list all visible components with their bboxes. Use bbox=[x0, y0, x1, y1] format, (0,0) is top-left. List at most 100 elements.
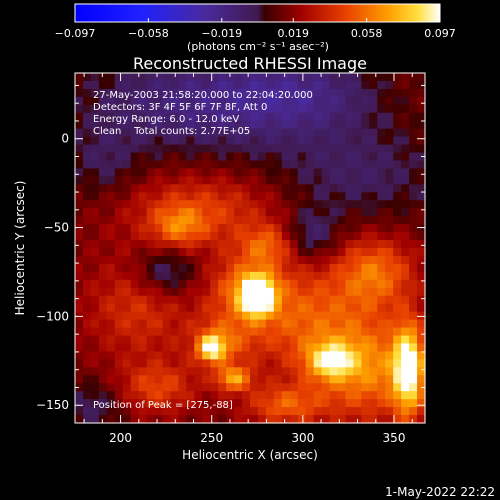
heatmap-pixel bbox=[122, 144, 132, 154]
heatmap-pixel bbox=[202, 263, 211, 273]
heatmap-pixel bbox=[82, 295, 92, 305]
heatmap-pixel bbox=[289, 160, 299, 170]
heatmap-pixel bbox=[297, 136, 307, 146]
heatmap-pixel bbox=[345, 367, 354, 376]
heatmap-pixel bbox=[75, 375, 84, 384]
heatmap-pixel bbox=[393, 176, 402, 185]
heatmap-pixel bbox=[114, 104, 124, 114]
heatmap-pixel bbox=[90, 200, 100, 209]
heatmap-pixel bbox=[106, 415, 116, 424]
heatmap-pixel bbox=[289, 383, 299, 392]
heatmap-pixel bbox=[257, 351, 267, 360]
heatmap-pixel bbox=[106, 367, 116, 376]
heatmap-pixel bbox=[130, 407, 140, 416]
heatmap-pixel bbox=[146, 383, 156, 392]
heatmap-pixel bbox=[345, 391, 354, 400]
heatmap-pixel bbox=[90, 80, 100, 90]
heatmap-pixel bbox=[329, 271, 339, 281]
heatmap-pixel bbox=[98, 120, 108, 130]
heatmap-pixel bbox=[154, 295, 164, 305]
heatmap-pixel bbox=[130, 263, 140, 273]
heatmap-pixel bbox=[393, 224, 402, 233]
heatmap-pixel bbox=[345, 224, 354, 233]
heatmap-pixel bbox=[226, 144, 235, 154]
heatmap-pixel bbox=[393, 391, 402, 400]
heatmap-pixel bbox=[106, 383, 116, 392]
heatmap-pixel bbox=[170, 415, 179, 424]
heatmap-pixel bbox=[321, 271, 331, 281]
heatmap-pixel bbox=[305, 319, 315, 329]
heatmap-pixel bbox=[226, 88, 235, 98]
heatmap-pixel bbox=[146, 335, 156, 345]
heatmap-pixel bbox=[377, 128, 386, 138]
heatmap-pixel bbox=[321, 144, 331, 154]
heatmap-pixel bbox=[90, 367, 100, 376]
heatmap-pixel bbox=[337, 415, 347, 424]
heatmap-pixel bbox=[242, 367, 251, 376]
heatmap-pixel bbox=[393, 367, 402, 376]
heatmap-pixel bbox=[369, 407, 378, 416]
heatmap-pixel bbox=[369, 184, 378, 193]
heatmap-pixel bbox=[114, 335, 124, 345]
heatmap-pixel bbox=[329, 160, 339, 170]
heatmap-pixel bbox=[385, 375, 394, 384]
heatmap-pixel bbox=[218, 375, 227, 384]
heatmap-pixel bbox=[138, 335, 148, 345]
heatmap-pixel bbox=[186, 375, 195, 384]
heatmap-pixel bbox=[345, 319, 354, 329]
heatmap-pixel bbox=[257, 263, 267, 273]
heatmap-pixel bbox=[194, 240, 203, 249]
heatmap-pixel bbox=[250, 343, 259, 352]
heatmap-pixel bbox=[82, 367, 92, 376]
heatmap-pixel bbox=[186, 136, 195, 146]
heatmap-pixel bbox=[329, 311, 339, 321]
heatmap-pixel bbox=[385, 200, 394, 209]
heatmap-pixel bbox=[106, 216, 116, 225]
heatmap-pixel bbox=[313, 263, 323, 273]
heatmap-pixel bbox=[377, 160, 386, 170]
colorbar-unit-label: (photons cm⁻² s⁻¹ asec⁻²) bbox=[187, 40, 329, 53]
heatmap-pixel bbox=[162, 319, 172, 329]
heatmap-pixel bbox=[90, 303, 100, 313]
heatmap-pixel bbox=[138, 160, 148, 170]
heatmap-pixel bbox=[353, 216, 362, 225]
heatmap-pixel bbox=[250, 73, 259, 82]
heatmap-pixel bbox=[329, 73, 339, 82]
heatmap-pixel bbox=[401, 255, 410, 265]
heatmap-pixel bbox=[170, 128, 179, 138]
heatmap-pixel bbox=[305, 168, 315, 177]
heatmap-pixel bbox=[297, 224, 307, 233]
heatmap-pixel bbox=[409, 391, 418, 400]
heatmap-pixel bbox=[186, 112, 195, 122]
heatmap-pixel bbox=[305, 327, 315, 337]
heatmap-pixel bbox=[321, 216, 331, 225]
heatmap-pixel bbox=[210, 152, 219, 162]
heatmap-pixel bbox=[313, 240, 323, 249]
heatmap-pixel bbox=[345, 73, 354, 82]
heatmap-pixel bbox=[234, 152, 243, 162]
heatmap-pixel bbox=[361, 319, 370, 329]
heatmap-pixel bbox=[305, 303, 315, 313]
heatmap-pixel bbox=[154, 415, 164, 424]
heatmap-pixel bbox=[345, 271, 354, 281]
heatmap-pixel bbox=[417, 136, 426, 146]
heatmap-pixel bbox=[417, 287, 426, 297]
heatmap-pixel bbox=[265, 295, 275, 305]
heatmap-pixel bbox=[329, 224, 339, 233]
heatmap-pixel bbox=[170, 96, 179, 106]
heatmap-pixel bbox=[146, 279, 156, 289]
heatmap-pixel bbox=[401, 303, 410, 313]
heatmap-pixel bbox=[138, 343, 148, 352]
heatmap-pixel bbox=[417, 351, 426, 360]
heatmap-pixel bbox=[242, 104, 251, 114]
heatmap-pixel bbox=[114, 192, 124, 201]
heatmap-pixel bbox=[194, 351, 203, 360]
heatmap-pixel bbox=[257, 160, 267, 170]
heatmap-pixel bbox=[162, 391, 172, 400]
heatmap-pixel bbox=[337, 271, 347, 281]
heatmap-pixel bbox=[242, 383, 251, 392]
heatmap-pixel bbox=[417, 200, 426, 209]
heatmap-pixel bbox=[170, 399, 179, 408]
heatmap-pixel bbox=[385, 232, 394, 241]
heatmap-pixel bbox=[321, 232, 331, 241]
